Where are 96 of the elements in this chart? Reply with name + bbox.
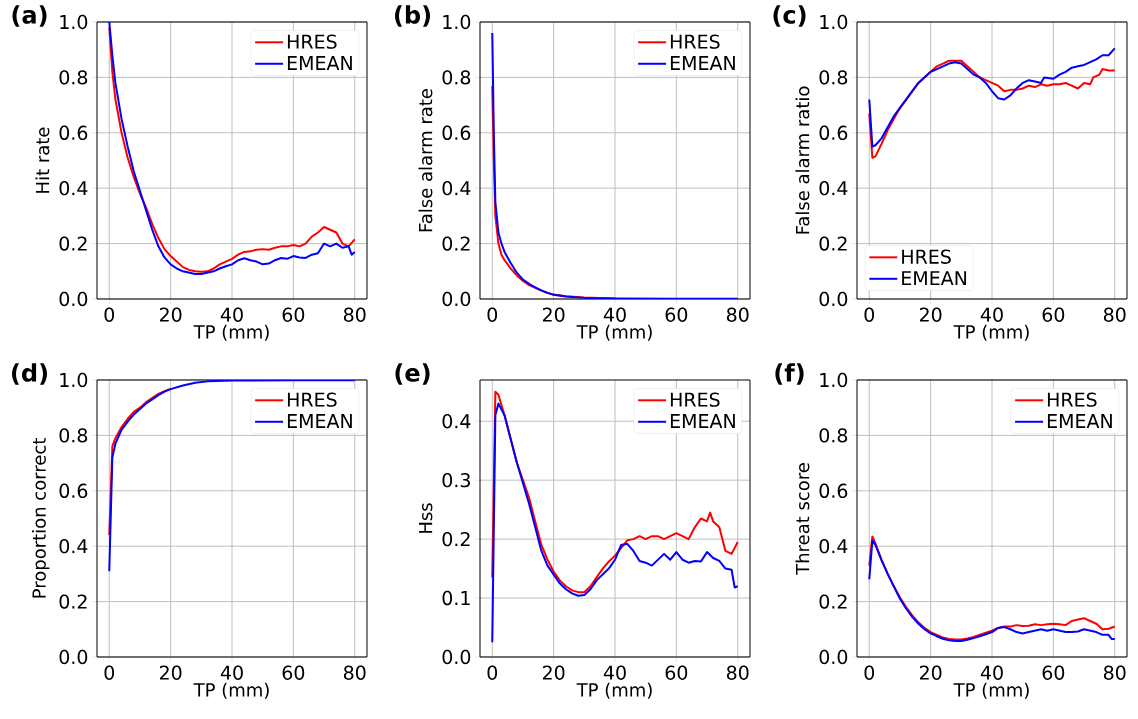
chart-title: (e) [395,363,430,385]
y-tick-label: 1.0 [60,14,88,30]
y-tick-label: 0.2 [819,594,847,609]
x-tick-label: 20 [159,307,182,322]
y-tick-label: 0.2 [59,594,87,609]
y-tick-label: 0.2 [442,236,470,251]
x-tick-label: 80 [343,665,366,680]
x-tick-label: 60 [1042,307,1065,322]
y-tick-label: 0.0 [819,649,848,665]
x-tick-label: 0 [104,665,115,680]
x-tick-label: 40 [603,307,626,322]
y-tick-label: 0.8 [59,428,88,443]
x-tick-label: 40 [220,307,243,322]
y-tick-label: 0.6 [442,125,471,140]
y-axis-title: Threat score [795,463,810,575]
x-tick-label: 80 [726,307,749,322]
y-tick-label: 0.4 [59,181,88,196]
x-tick-label: 0 [864,307,875,322]
y-tick-label: 0.8 [819,428,848,443]
y-tick-label: 0.8 [819,70,848,85]
legend-label: EMEAN [287,414,352,428]
legend-label: HRES [670,34,720,49]
x-axis-title: TP (mm) [576,682,652,699]
y-tick-label: 1.0 [60,372,88,388]
y-tick-label: 0.4 [59,539,88,554]
chart-title: (c) [773,5,806,27]
x-tick-label: 80 [726,665,749,680]
y-tick-label: 0.2 [819,236,847,251]
chart-title: (b) [395,5,431,27]
y-tick-label: 0.0 [442,291,471,307]
x-tick-label: 0 [864,665,875,680]
x-tick-label: 0 [104,307,115,322]
y-tick-label: 1.0 [820,372,848,388]
legend-label: HRES [902,249,951,264]
x-tick-label: 20 [919,665,942,680]
x-tick-label: 40 [603,665,626,680]
x-tick-label: 60 [282,307,305,322]
y-tick-label: 0.4 [819,539,848,554]
y-tick-label: 0.4 [819,181,848,196]
x-tick-label: 20 [542,307,565,322]
y-tick-label: 1.0 [820,14,848,30]
legend-label: EMEAN [902,271,967,285]
y-tick-label: 0.2 [442,531,470,547]
x-tick-label: 60 [665,665,688,680]
y-tick-label: 0.0 [59,649,88,665]
y-tick-label: 0.6 [59,483,88,498]
x-axis-title: TP (mm) [193,682,269,699]
y-axis-title: Proportion correct [31,438,50,598]
x-tick-label: 20 [542,665,565,680]
x-tick-label: 60 [1042,665,1065,680]
chart-title: (a) [12,5,47,27]
y-tick-label: 0.4 [442,181,471,196]
y-axis-title: False alarm ratio [795,86,810,234]
x-axis-title: TP (mm) [953,682,1029,699]
y-axis-title: Hss [419,503,433,533]
y-tick-label: 0.0 [59,291,88,307]
x-tick-label: 20 [919,307,942,322]
line-series [491,32,739,299]
legend-label: HRES [287,34,337,49]
y-axis-title: False alarm rate [418,89,433,232]
x-tick-label: 0 [487,665,498,680]
x-tick-label: 40 [220,665,243,680]
y-tick-label: 0.8 [59,70,88,85]
x-axis-title: TP (mm) [193,324,269,341]
legend-label: EMEAN [670,414,735,428]
y-axis-title: Hit rate [35,127,50,193]
x-tick-label: 40 [980,307,1003,322]
x-tick-label: 80 [1103,665,1126,680]
x-tick-label: 60 [282,665,305,680]
x-tick-label: 40 [980,665,1003,680]
legend-label: HRES [1047,392,1097,407]
legend-label: HRES [287,392,337,407]
legend-label: HRES [670,392,720,407]
x-tick-label: 20 [159,665,182,680]
y-tick-label: 0.6 [819,483,848,498]
y-tick-label: 1.0 [443,14,471,30]
legend-label: EMEAN [287,56,352,70]
x-tick-label: 80 [1103,307,1126,322]
y-tick-label: 0.2 [59,236,87,251]
y-tick-label: 0.3 [442,473,470,488]
x-axis-title: TP (mm) [576,324,652,341]
legend-label: EMEAN [670,56,735,70]
y-tick-label: 0.0 [819,291,848,307]
y-tick-label: 0.8 [442,70,471,85]
chart-title: (f) [775,363,804,385]
y-tick-label: 0.0 [442,649,471,665]
legend-label: EMEAN [1047,414,1112,428]
x-tick-label: 60 [665,307,688,322]
y-tick-label: 0.4 [442,414,471,429]
x-tick-label: 0 [487,307,498,322]
y-tick-label: 0.6 [819,125,848,140]
x-tick-label: 80 [343,307,366,322]
y-tick-label: 0.6 [59,125,88,140]
x-axis-title: TP (mm) [953,324,1029,341]
chart-title: (d) [12,363,48,385]
y-tick-label: 0.1 [442,590,470,606]
